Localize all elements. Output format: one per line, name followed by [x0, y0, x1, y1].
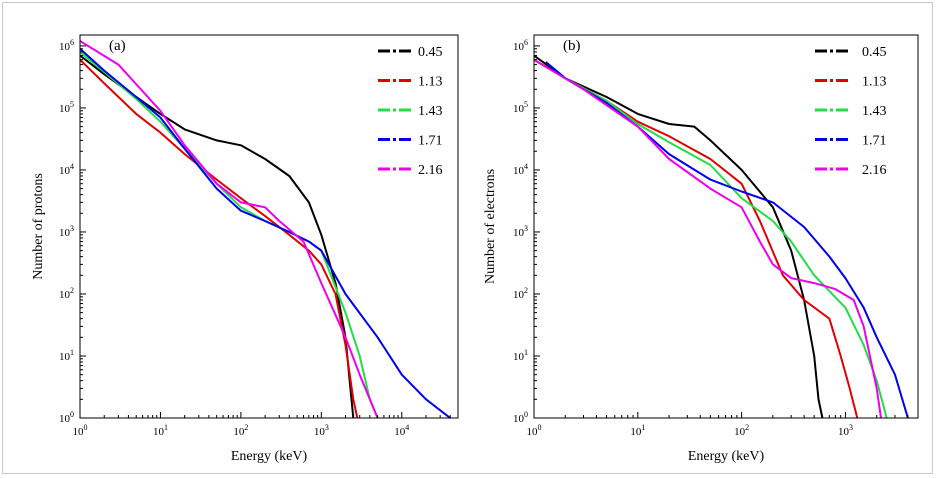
x-tick-label: 103 [838, 423, 853, 438]
legend-label-1-71: 1.71 [418, 134, 443, 149]
x-axis-title: Energy (keV) [688, 449, 765, 464]
series-line-1-71 [545, 61, 909, 418]
legend: 0.45 1.13 1.43 1.71 2.16 [815, 45, 887, 178]
y-tick-label: 106 [59, 38, 74, 53]
legend-label-1-13: 1.13 [862, 75, 887, 90]
y-tick-label: 104 [59, 162, 74, 177]
legend-label-2-16: 2.16 [418, 163, 443, 178]
x-tick-label: 103 [314, 423, 329, 438]
y-axis-title: Number of electrons [483, 169, 498, 284]
series-line-1-71 [80, 48, 451, 418]
series-line-0-45 [534, 54, 824, 418]
panel-a-protons: 100 101 102 103 104 100 101 102 103 104 105 106 Ener… [31, 34, 459, 464]
x-tick-label: 101 [630, 423, 645, 438]
y-tick-label: 101 [513, 348, 528, 363]
y-axis-title: Number of protons [31, 173, 46, 280]
legend-label-1-43: 1.43 [418, 104, 443, 119]
plot-frame [79, 34, 459, 419]
legend-label-0-45: 0.45 [418, 45, 443, 60]
legend-label-1-13: 1.13 [418, 75, 443, 90]
legend-label-0-45: 0.45 [862, 45, 887, 60]
series-line-1-43 [80, 51, 379, 418]
legend-label-2-16: 2.16 [862, 163, 887, 178]
y-tick-label: 105 [59, 100, 74, 115]
x-tick-label: 104 [394, 423, 409, 438]
y-tick-label: 102 [513, 286, 528, 301]
y-tick-label: 103 [59, 224, 74, 239]
x-tick-label: 102 [734, 423, 749, 438]
legend: 0.45 1.13 1.43 1.71 2.16 [378, 45, 443, 178]
panel-label: (a) [109, 38, 126, 54]
x-tick-label: 100 [73, 423, 88, 438]
y-tick-label: 104 [513, 162, 528, 177]
series-line-1-13 [534, 58, 859, 418]
panel-b-electrons: 100 101 102 103 100 101 102 103 104 105 106 Energy … [483, 34, 919, 464]
x-tick-label: 100 [527, 423, 542, 438]
y-tick-label: 100 [513, 410, 528, 425]
y-tick-label: 105 [513, 100, 528, 115]
y-tick-label: 101 [59, 348, 74, 363]
x-tick-label: 101 [153, 423, 168, 438]
legend-label-1-71: 1.71 [862, 134, 887, 149]
y-tick-label: 100 [59, 410, 74, 425]
series-line-2-16 [534, 58, 882, 418]
y-tick-label: 103 [513, 224, 528, 239]
series-line-2-16 [80, 40, 379, 418]
series-line-0-45 [80, 54, 355, 418]
y-tick-label: 102 [59, 286, 74, 301]
series-group [80, 40, 451, 418]
series-line-1-43 [545, 61, 888, 418]
legend-label-1-43: 1.43 [862, 104, 887, 119]
panel-label: (b) [563, 38, 581, 54]
x-tick-label: 102 [233, 423, 248, 438]
series-line-1-13 [80, 58, 359, 418]
series-group [534, 54, 909, 418]
y-tick-label: 106 [513, 38, 528, 53]
x-axis-title: Energy (keV) [231, 449, 308, 464]
